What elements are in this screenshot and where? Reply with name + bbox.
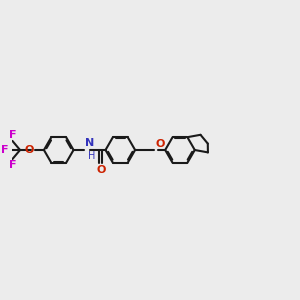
Text: F: F — [9, 130, 16, 140]
Text: O: O — [25, 145, 34, 155]
Text: F: F — [9, 160, 16, 170]
Text: O: O — [155, 139, 164, 149]
Text: F: F — [1, 145, 8, 155]
Text: H: H — [88, 151, 95, 161]
Text: O: O — [96, 165, 105, 175]
Text: N: N — [85, 138, 94, 148]
